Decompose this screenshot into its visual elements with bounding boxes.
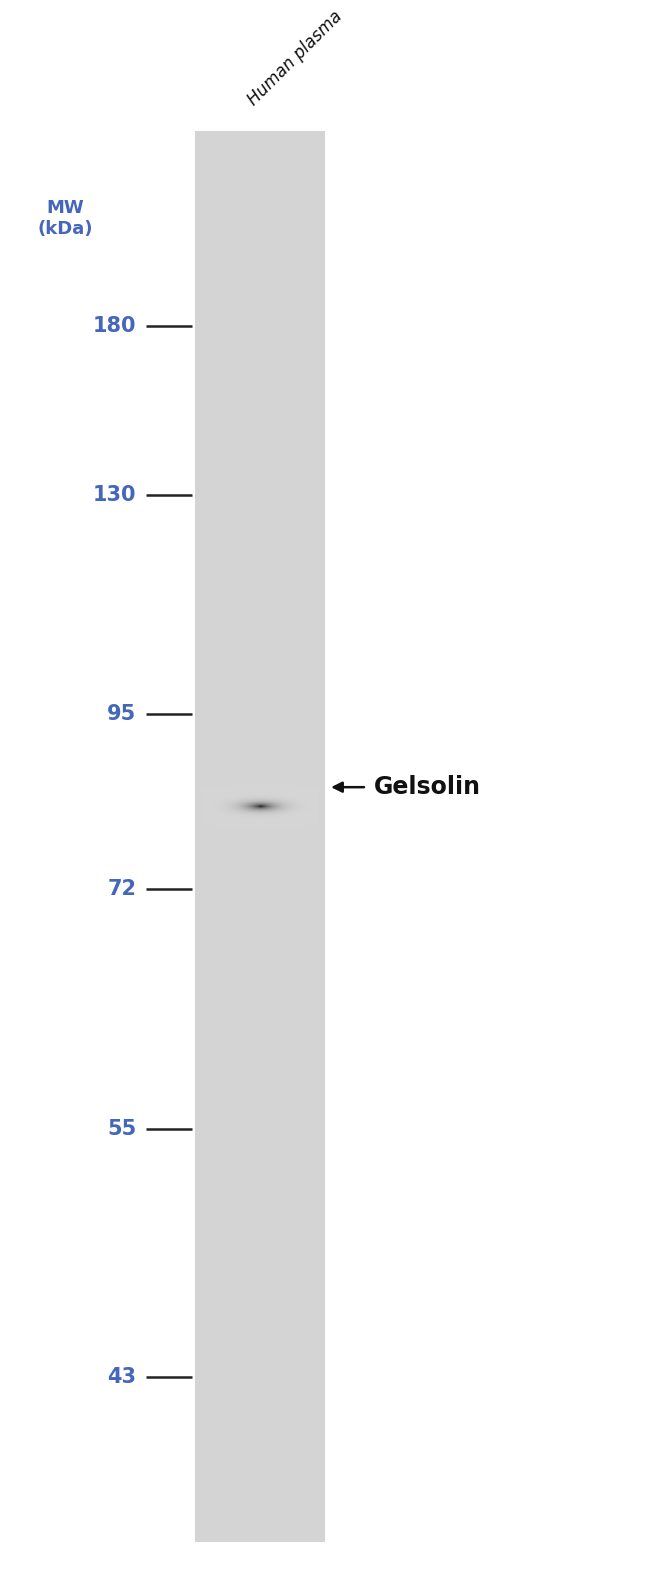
Bar: [195, 132, 325, 1542]
Text: 43: 43: [107, 1368, 136, 1387]
Text: Gelsolin: Gelsolin: [374, 775, 481, 799]
Text: 130: 130: [93, 484, 136, 505]
Text: 72: 72: [107, 879, 136, 899]
Text: Human plasma: Human plasma: [244, 8, 346, 108]
Text: MW
(kDa): MW (kDa): [37, 200, 93, 237]
Text: 95: 95: [107, 704, 136, 723]
Text: 55: 55: [107, 1119, 136, 1140]
Text: 180: 180: [93, 316, 136, 336]
